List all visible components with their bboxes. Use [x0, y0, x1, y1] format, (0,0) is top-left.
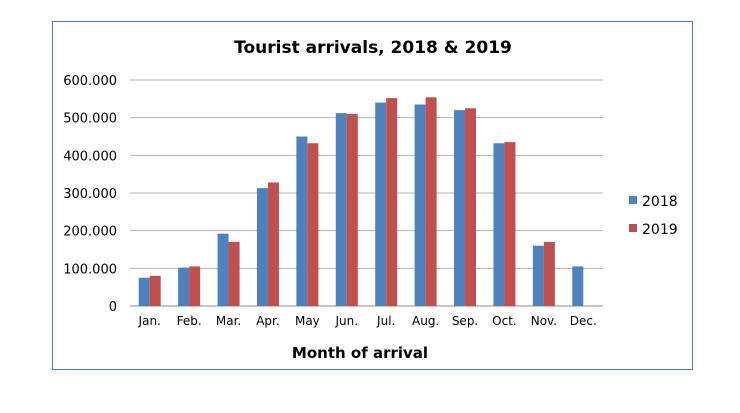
x-category-label: Aug.	[412, 314, 439, 328]
bar-2018-jul	[375, 102, 387, 306]
y-tick-label: 100.000	[63, 262, 117, 277]
y-tick-label: 300.000	[63, 187, 117, 202]
bar-2019-jan	[149, 275, 161, 306]
x-category-label: Apr.	[256, 314, 279, 328]
bar-2018-jun	[335, 113, 347, 306]
chart-frame: Tourist arrivals, 2018 & 2019 0 100.000 20…	[52, 21, 693, 370]
chart-title: Tourist arrivals, 2018 & 2019	[234, 38, 512, 58]
bar-2018-nov	[532, 245, 544, 306]
x-category-label: Jun.	[335, 314, 359, 328]
bar-2019-sep	[465, 108, 477, 306]
x-category-label: Sep.	[452, 314, 478, 328]
legend: 2018 2019	[629, 194, 678, 238]
bar-2019-aug	[425, 97, 437, 307]
legend-label-2018: 2018	[642, 194, 678, 210]
bar-chart: Tourist arrivals, 2018 & 2019 0 100.000 20…	[63, 38, 678, 362]
bar-2019-mar	[228, 241, 240, 306]
y-tick-label: 0	[109, 300, 117, 315]
bar-2018-dec	[572, 266, 584, 306]
legend-label-2019: 2019	[642, 222, 678, 238]
y-tick-label: 500.000	[63, 112, 117, 127]
legend-swatch-2019	[629, 224, 637, 232]
bars	[138, 97, 584, 307]
bar-2019-feb	[189, 266, 201, 306]
bar-2018-apr	[256, 188, 268, 306]
y-tick-label: 600.000	[63, 74, 117, 89]
bar-2019-may	[307, 143, 319, 306]
x-axis-label: Month of arrival	[292, 344, 428, 362]
bar-2018-oct	[493, 143, 505, 306]
bar-2019-apr	[267, 182, 279, 306]
bar-2019-jun	[346, 113, 358, 307]
y-axis-ticks: 0 100.000 200.000 300.000 400.000 500.000 600.…	[63, 74, 117, 315]
bar-2018-feb	[178, 267, 190, 306]
x-category-label: Dec.	[570, 314, 597, 328]
bar-2019-jul	[386, 98, 398, 306]
x-category-label: Jan.	[138, 314, 161, 328]
x-category-label: Mar.	[216, 314, 241, 328]
y-tick-label: 400.000	[63, 149, 117, 164]
bar-2018-jan	[138, 277, 150, 306]
bar-2018-sep	[454, 110, 466, 306]
bar-2019-oct	[504, 142, 516, 306]
x-category-label: Nov.	[531, 314, 557, 328]
bar-2018-aug	[414, 104, 426, 306]
bar-2018-may	[296, 136, 308, 306]
x-category-label: Oct.	[492, 314, 517, 328]
x-axis-categories: Jan. Feb. Mar. Apr. May Jun. Jul. Aug. Sep. Oct. N…	[138, 314, 597, 328]
bar-2018-mar	[217, 233, 229, 306]
gridlines	[130, 79, 603, 307]
x-category-label: Jul.	[376, 314, 395, 328]
legend-swatch-2018	[629, 196, 637, 204]
y-tick-label: 200.000	[63, 225, 117, 240]
x-category-label: Feb.	[177, 314, 202, 328]
bar-2019-nov	[543, 241, 555, 306]
x-category-label: May	[295, 314, 320, 328]
